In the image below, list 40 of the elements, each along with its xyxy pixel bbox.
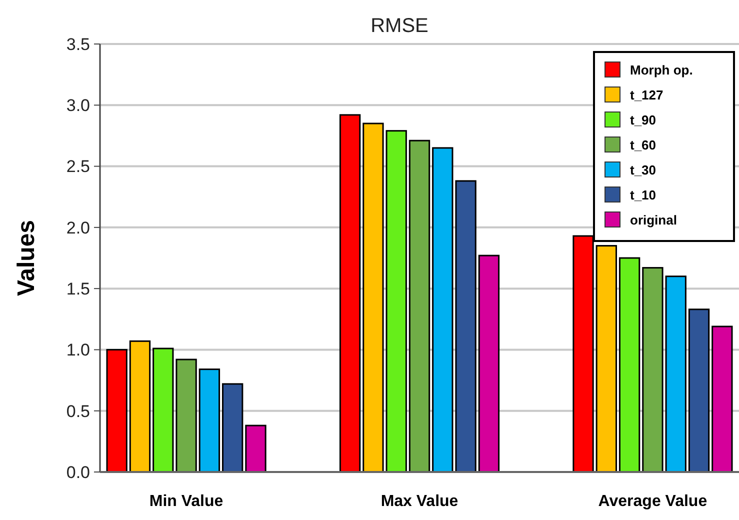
- bar: [688, 308, 710, 473]
- x-tick-label: Max Value: [380, 493, 458, 510]
- bar: [432, 147, 454, 473]
- x-tick-label: Average Value: [598, 493, 708, 510]
- y-tick-label: 0.0: [66, 462, 90, 482]
- legend-label: t_60: [630, 138, 656, 153]
- bar: [245, 424, 266, 473]
- bar: [362, 122, 384, 473]
- legend-label: t_10: [630, 188, 656, 203]
- y-tick-label: 3.5: [66, 34, 90, 54]
- bar: [198, 368, 220, 473]
- y-tick-label: 0.5: [66, 402, 90, 421]
- chart-title: RMSE: [370, 15, 428, 37]
- bar: [642, 267, 664, 473]
- y-tick-label: 2.5: [66, 157, 90, 176]
- y-tick-label: 2.0: [66, 218, 90, 238]
- legend-label: original: [630, 212, 677, 228]
- bar: [596, 245, 617, 473]
- legend-label: t_127: [630, 88, 664, 103]
- bar: [339, 114, 361, 473]
- bar: [665, 276, 686, 473]
- bar: [129, 340, 151, 473]
- legend-label: t_30: [630, 162, 656, 178]
- y-tick-label: 3.0: [66, 96, 90, 116]
- bar: [618, 257, 640, 473]
- bar: [408, 140, 430, 473]
- legend-label: Morph op.: [630, 62, 693, 78]
- y-tick-label: 1.5: [66, 280, 90, 299]
- y-axis-title: Values: [13, 220, 40, 296]
- x-tick-label: Min Value: [149, 493, 224, 510]
- bar: [222, 383, 244, 473]
- bar: [386, 130, 407, 473]
- bar: [478, 254, 500, 473]
- bar: [712, 326, 733, 473]
- bar: [152, 348, 174, 473]
- bar: [455, 180, 476, 473]
- bar: [176, 358, 197, 473]
- y-tick-label: 1.0: [66, 340, 90, 360]
- legend-label: t_90: [630, 112, 656, 128]
- bar: [106, 348, 128, 473]
